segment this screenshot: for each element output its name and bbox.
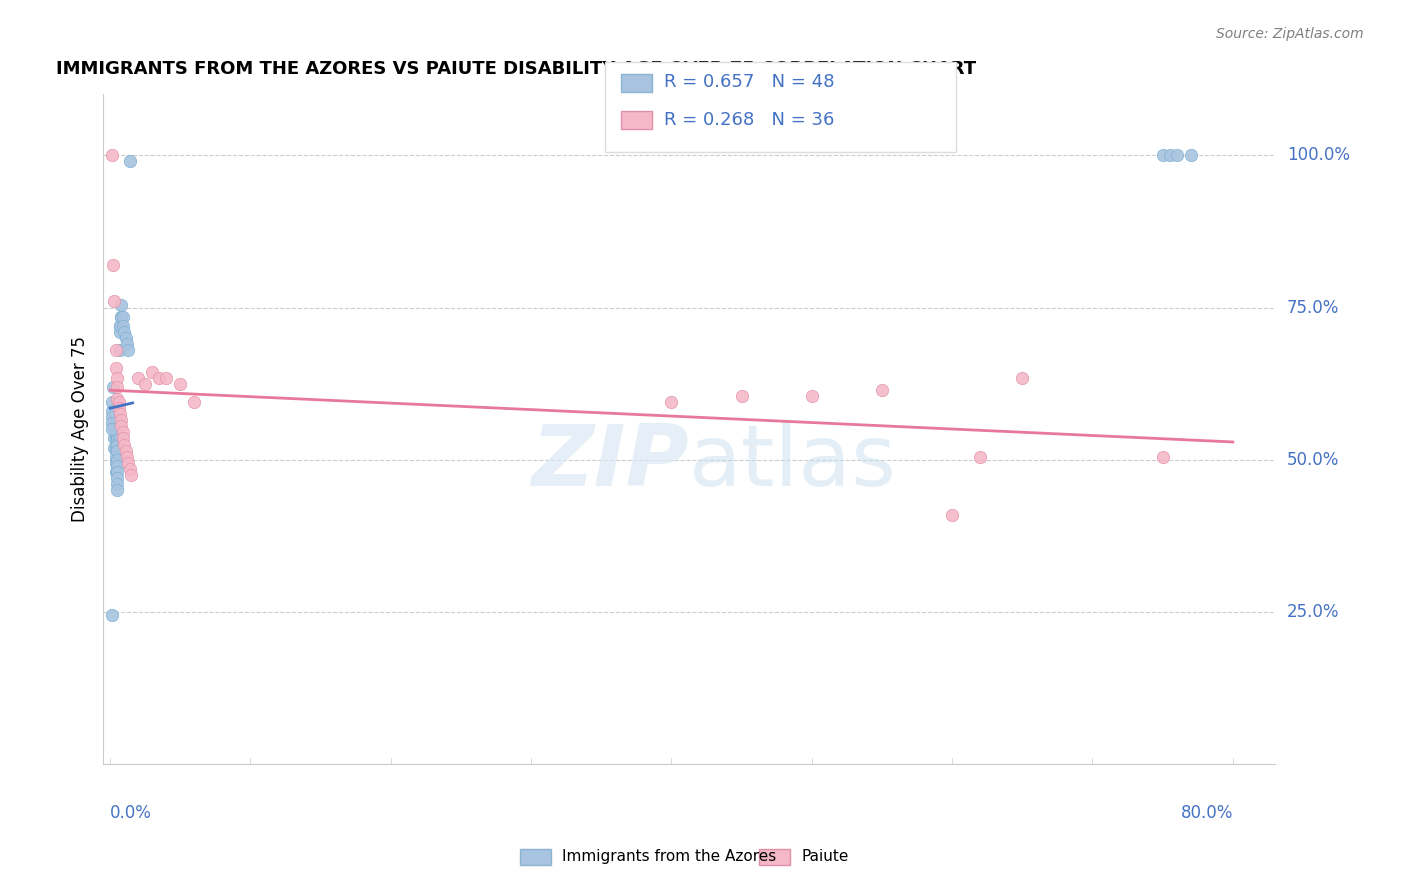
- Point: [105, 437, 128, 451]
- Text: 75.0%: 75.0%: [1286, 299, 1339, 317]
- Point: [105, 370, 128, 384]
- Point: [100, 410, 122, 425]
- Point: [103, 294, 125, 309]
- Point: [112, 325, 135, 339]
- Text: R = 0.657   N = 48: R = 0.657 N = 48: [664, 73, 834, 91]
- Point: [111, 318, 134, 333]
- Point: [108, 318, 131, 333]
- Point: [941, 508, 963, 522]
- Text: atlas: atlas: [689, 421, 897, 504]
- Point: [1011, 370, 1033, 384]
- Point: [111, 310, 134, 324]
- Point: [105, 471, 128, 485]
- Point: [110, 419, 132, 434]
- Point: [118, 154, 141, 169]
- Point: [134, 376, 156, 391]
- Point: [127, 370, 149, 384]
- Point: [100, 608, 122, 623]
- Point: [155, 370, 177, 384]
- Point: [104, 425, 127, 440]
- Point: [110, 297, 132, 311]
- Point: [105, 380, 128, 394]
- Point: [105, 477, 128, 491]
- Point: [104, 441, 127, 455]
- Point: [117, 343, 139, 358]
- Point: [103, 413, 125, 427]
- Text: 100.0%: 100.0%: [1286, 146, 1350, 164]
- Point: [148, 370, 170, 384]
- Point: [105, 483, 128, 498]
- Text: ZIP: ZIP: [531, 421, 689, 504]
- Point: [969, 450, 991, 464]
- Point: [1152, 450, 1174, 464]
- Point: [107, 395, 129, 409]
- Point: [104, 361, 127, 376]
- Point: [101, 419, 124, 434]
- Y-axis label: Disability Age Over 75: Disability Age Over 75: [72, 336, 89, 523]
- Point: [800, 389, 823, 403]
- Point: [110, 310, 132, 324]
- Point: [111, 432, 134, 446]
- Point: [117, 456, 139, 470]
- Point: [114, 443, 136, 458]
- Text: 0.0%: 0.0%: [110, 805, 152, 822]
- Point: [107, 401, 129, 415]
- Point: [118, 462, 141, 476]
- Point: [105, 422, 128, 436]
- Point: [183, 395, 205, 409]
- Point: [114, 331, 136, 345]
- Point: [870, 383, 893, 397]
- Point: [110, 413, 132, 427]
- Point: [104, 456, 127, 470]
- Text: 50.0%: 50.0%: [1286, 450, 1339, 469]
- Point: [105, 443, 128, 458]
- Point: [115, 450, 138, 464]
- Point: [120, 468, 142, 483]
- Point: [100, 148, 122, 162]
- Point: [115, 337, 138, 351]
- Point: [100, 404, 122, 418]
- Point: [661, 395, 683, 409]
- Point: [1159, 148, 1181, 162]
- Point: [105, 465, 128, 479]
- Point: [105, 432, 128, 446]
- Text: Immigrants from the Azores: Immigrants from the Azores: [562, 849, 776, 863]
- Text: Source: ZipAtlas.com: Source: ZipAtlas.com: [1216, 27, 1364, 41]
- Point: [108, 325, 131, 339]
- Point: [103, 432, 125, 446]
- Point: [108, 318, 131, 333]
- Point: [104, 343, 127, 358]
- Point: [101, 380, 124, 394]
- Point: [108, 407, 131, 421]
- Point: [104, 450, 127, 464]
- Point: [103, 441, 125, 455]
- Point: [169, 376, 191, 391]
- Point: [100, 422, 122, 436]
- Point: [101, 258, 124, 272]
- Point: [1180, 148, 1202, 162]
- Point: [105, 428, 128, 442]
- Text: 80.0%: 80.0%: [1181, 805, 1233, 822]
- Point: [104, 465, 127, 479]
- Point: [107, 428, 129, 442]
- Point: [107, 417, 129, 431]
- Point: [105, 392, 128, 406]
- Text: R = 0.268   N = 36: R = 0.268 N = 36: [664, 111, 834, 128]
- Point: [112, 437, 135, 451]
- Point: [1152, 148, 1174, 162]
- Point: [105, 452, 128, 467]
- Text: 25.0%: 25.0%: [1286, 603, 1339, 621]
- Point: [104, 432, 127, 446]
- Point: [730, 389, 752, 403]
- Point: [111, 425, 134, 440]
- Text: IMMIGRANTS FROM THE AZORES VS PAIUTE DISABILITY AGE OVER 75 CORRELATION CHART: IMMIGRANTS FROM THE AZORES VS PAIUTE DIS…: [56, 60, 976, 78]
- Point: [1166, 148, 1188, 162]
- Point: [141, 364, 163, 378]
- Point: [108, 343, 131, 358]
- Point: [110, 310, 132, 324]
- Point: [100, 417, 122, 431]
- Point: [100, 395, 122, 409]
- Text: Paiute: Paiute: [801, 849, 849, 863]
- Point: [105, 458, 128, 473]
